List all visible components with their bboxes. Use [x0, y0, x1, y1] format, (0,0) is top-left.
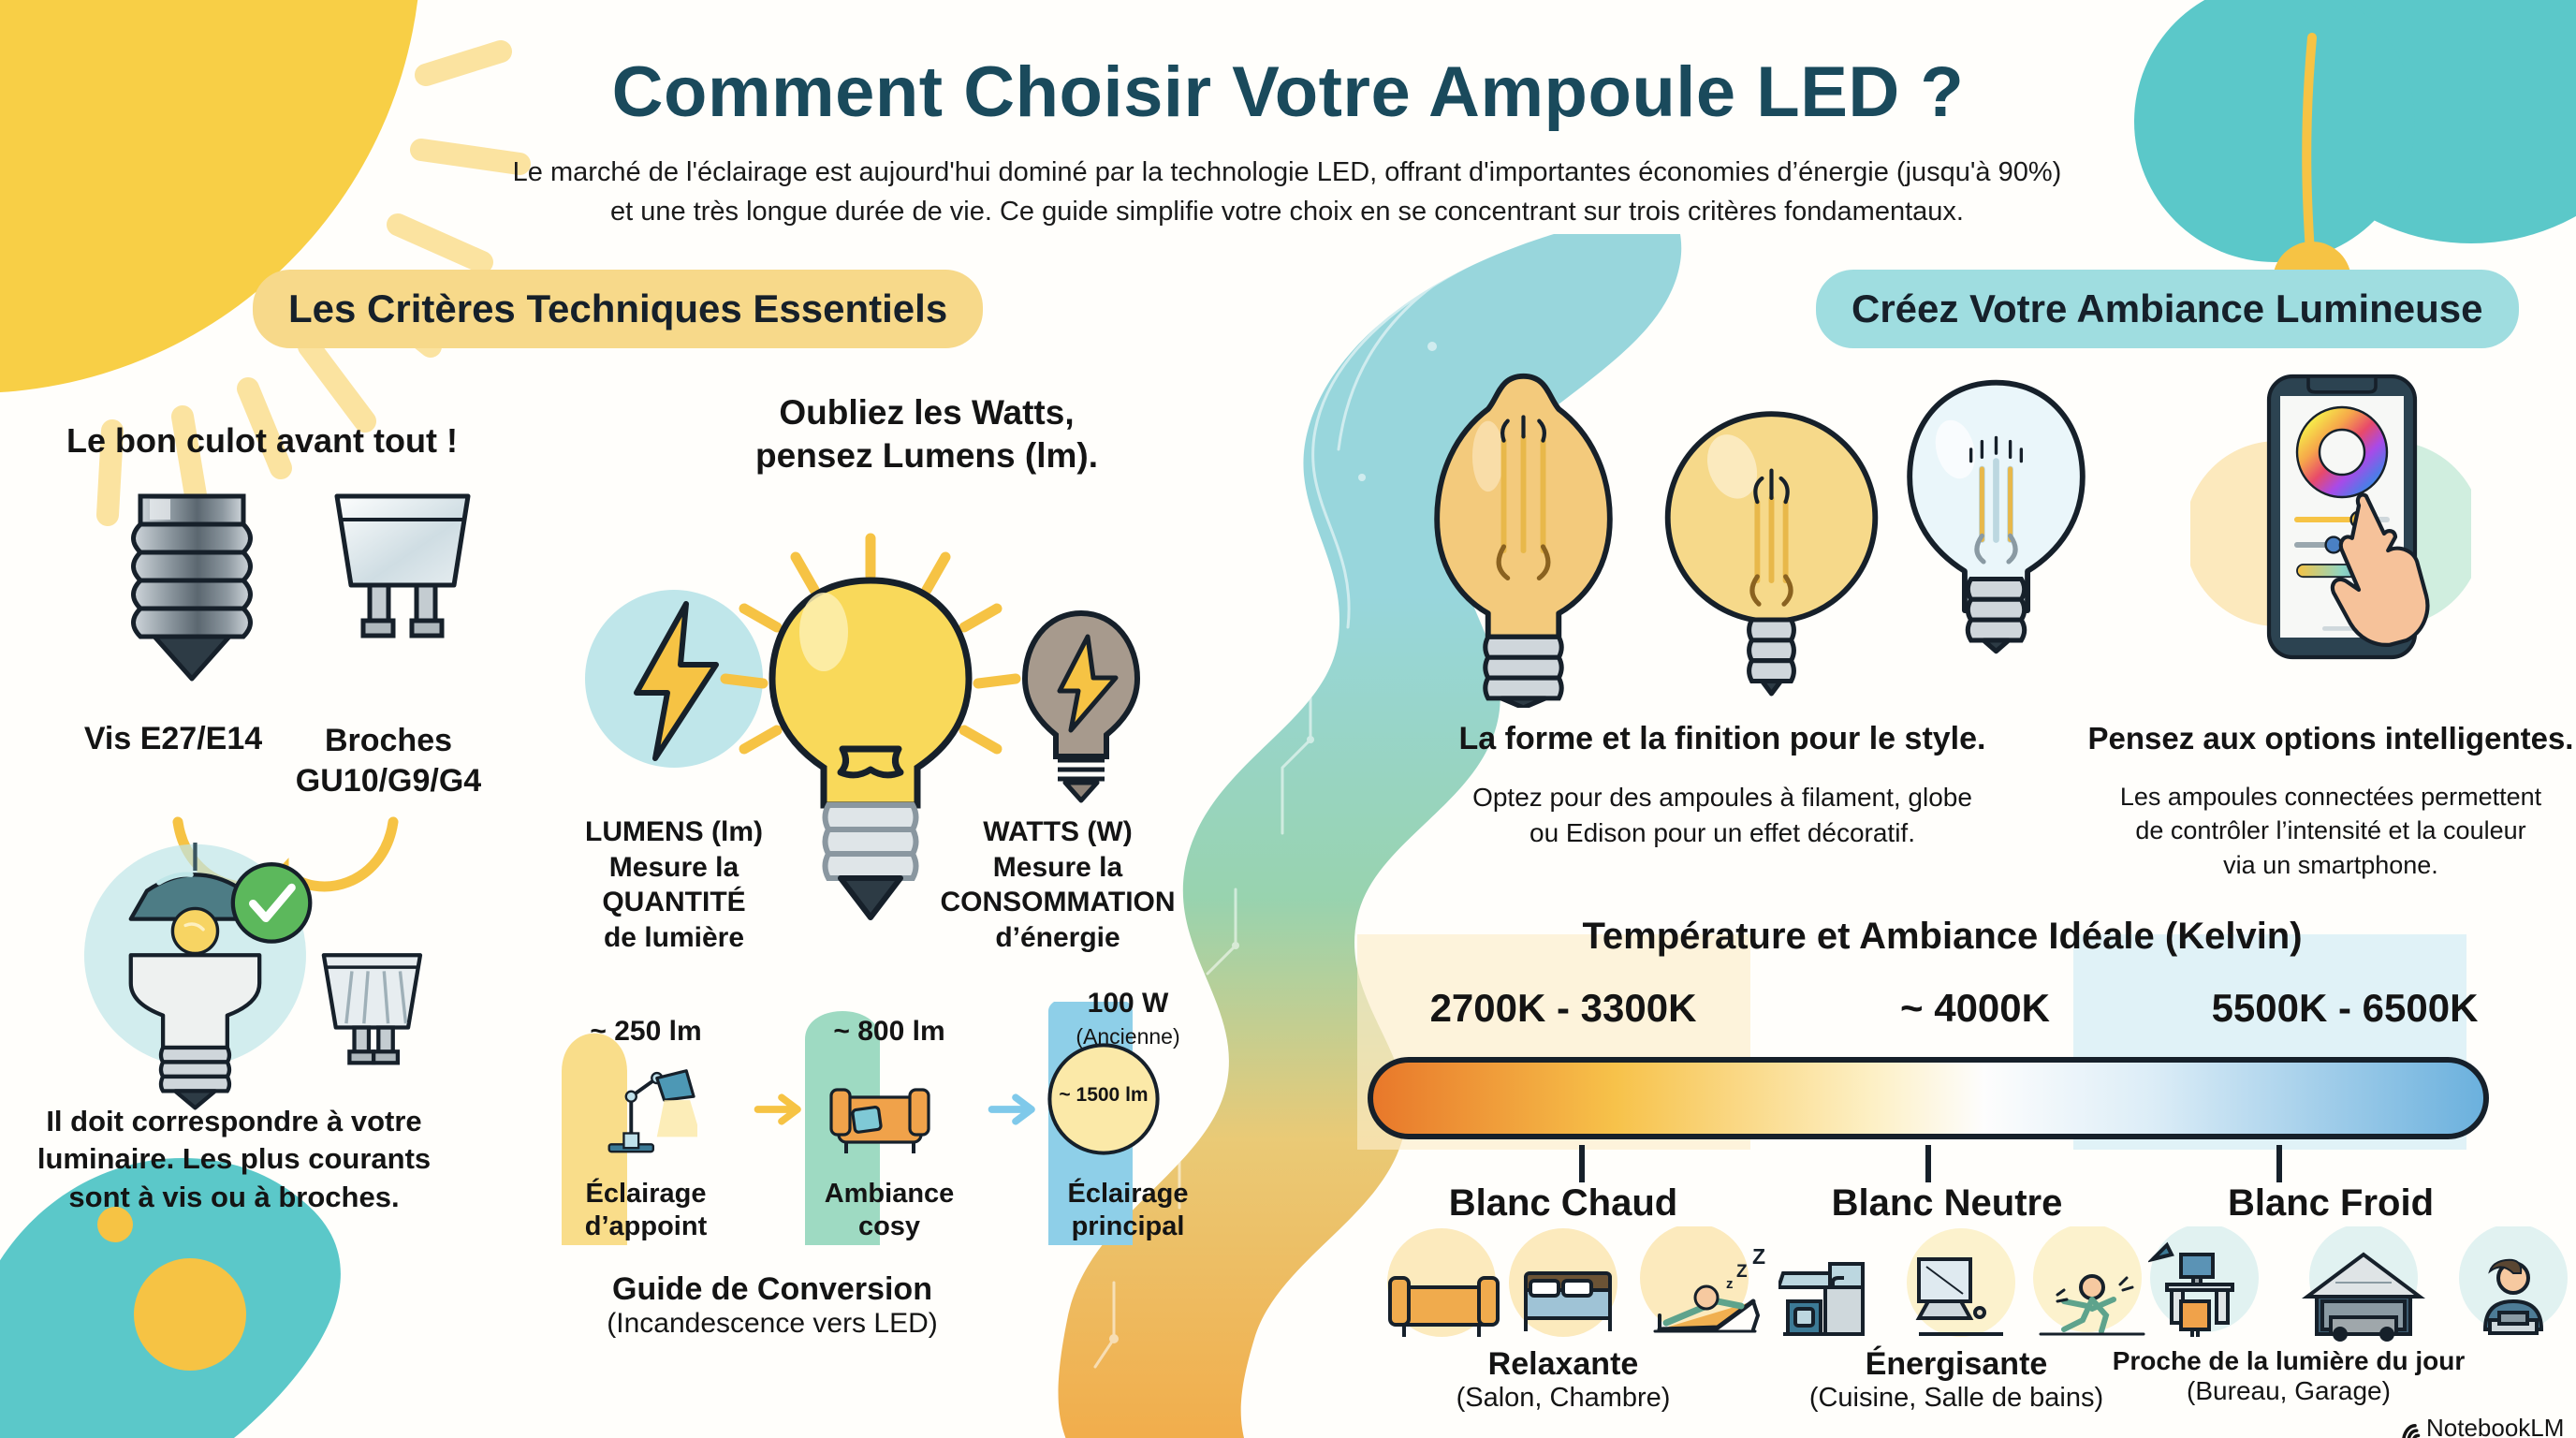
- svg-text:z: z: [1726, 1276, 1734, 1292]
- svg-text:Z: Z: [1752, 1244, 1765, 1269]
- svg-text:Z: Z: [1736, 1262, 1748, 1282]
